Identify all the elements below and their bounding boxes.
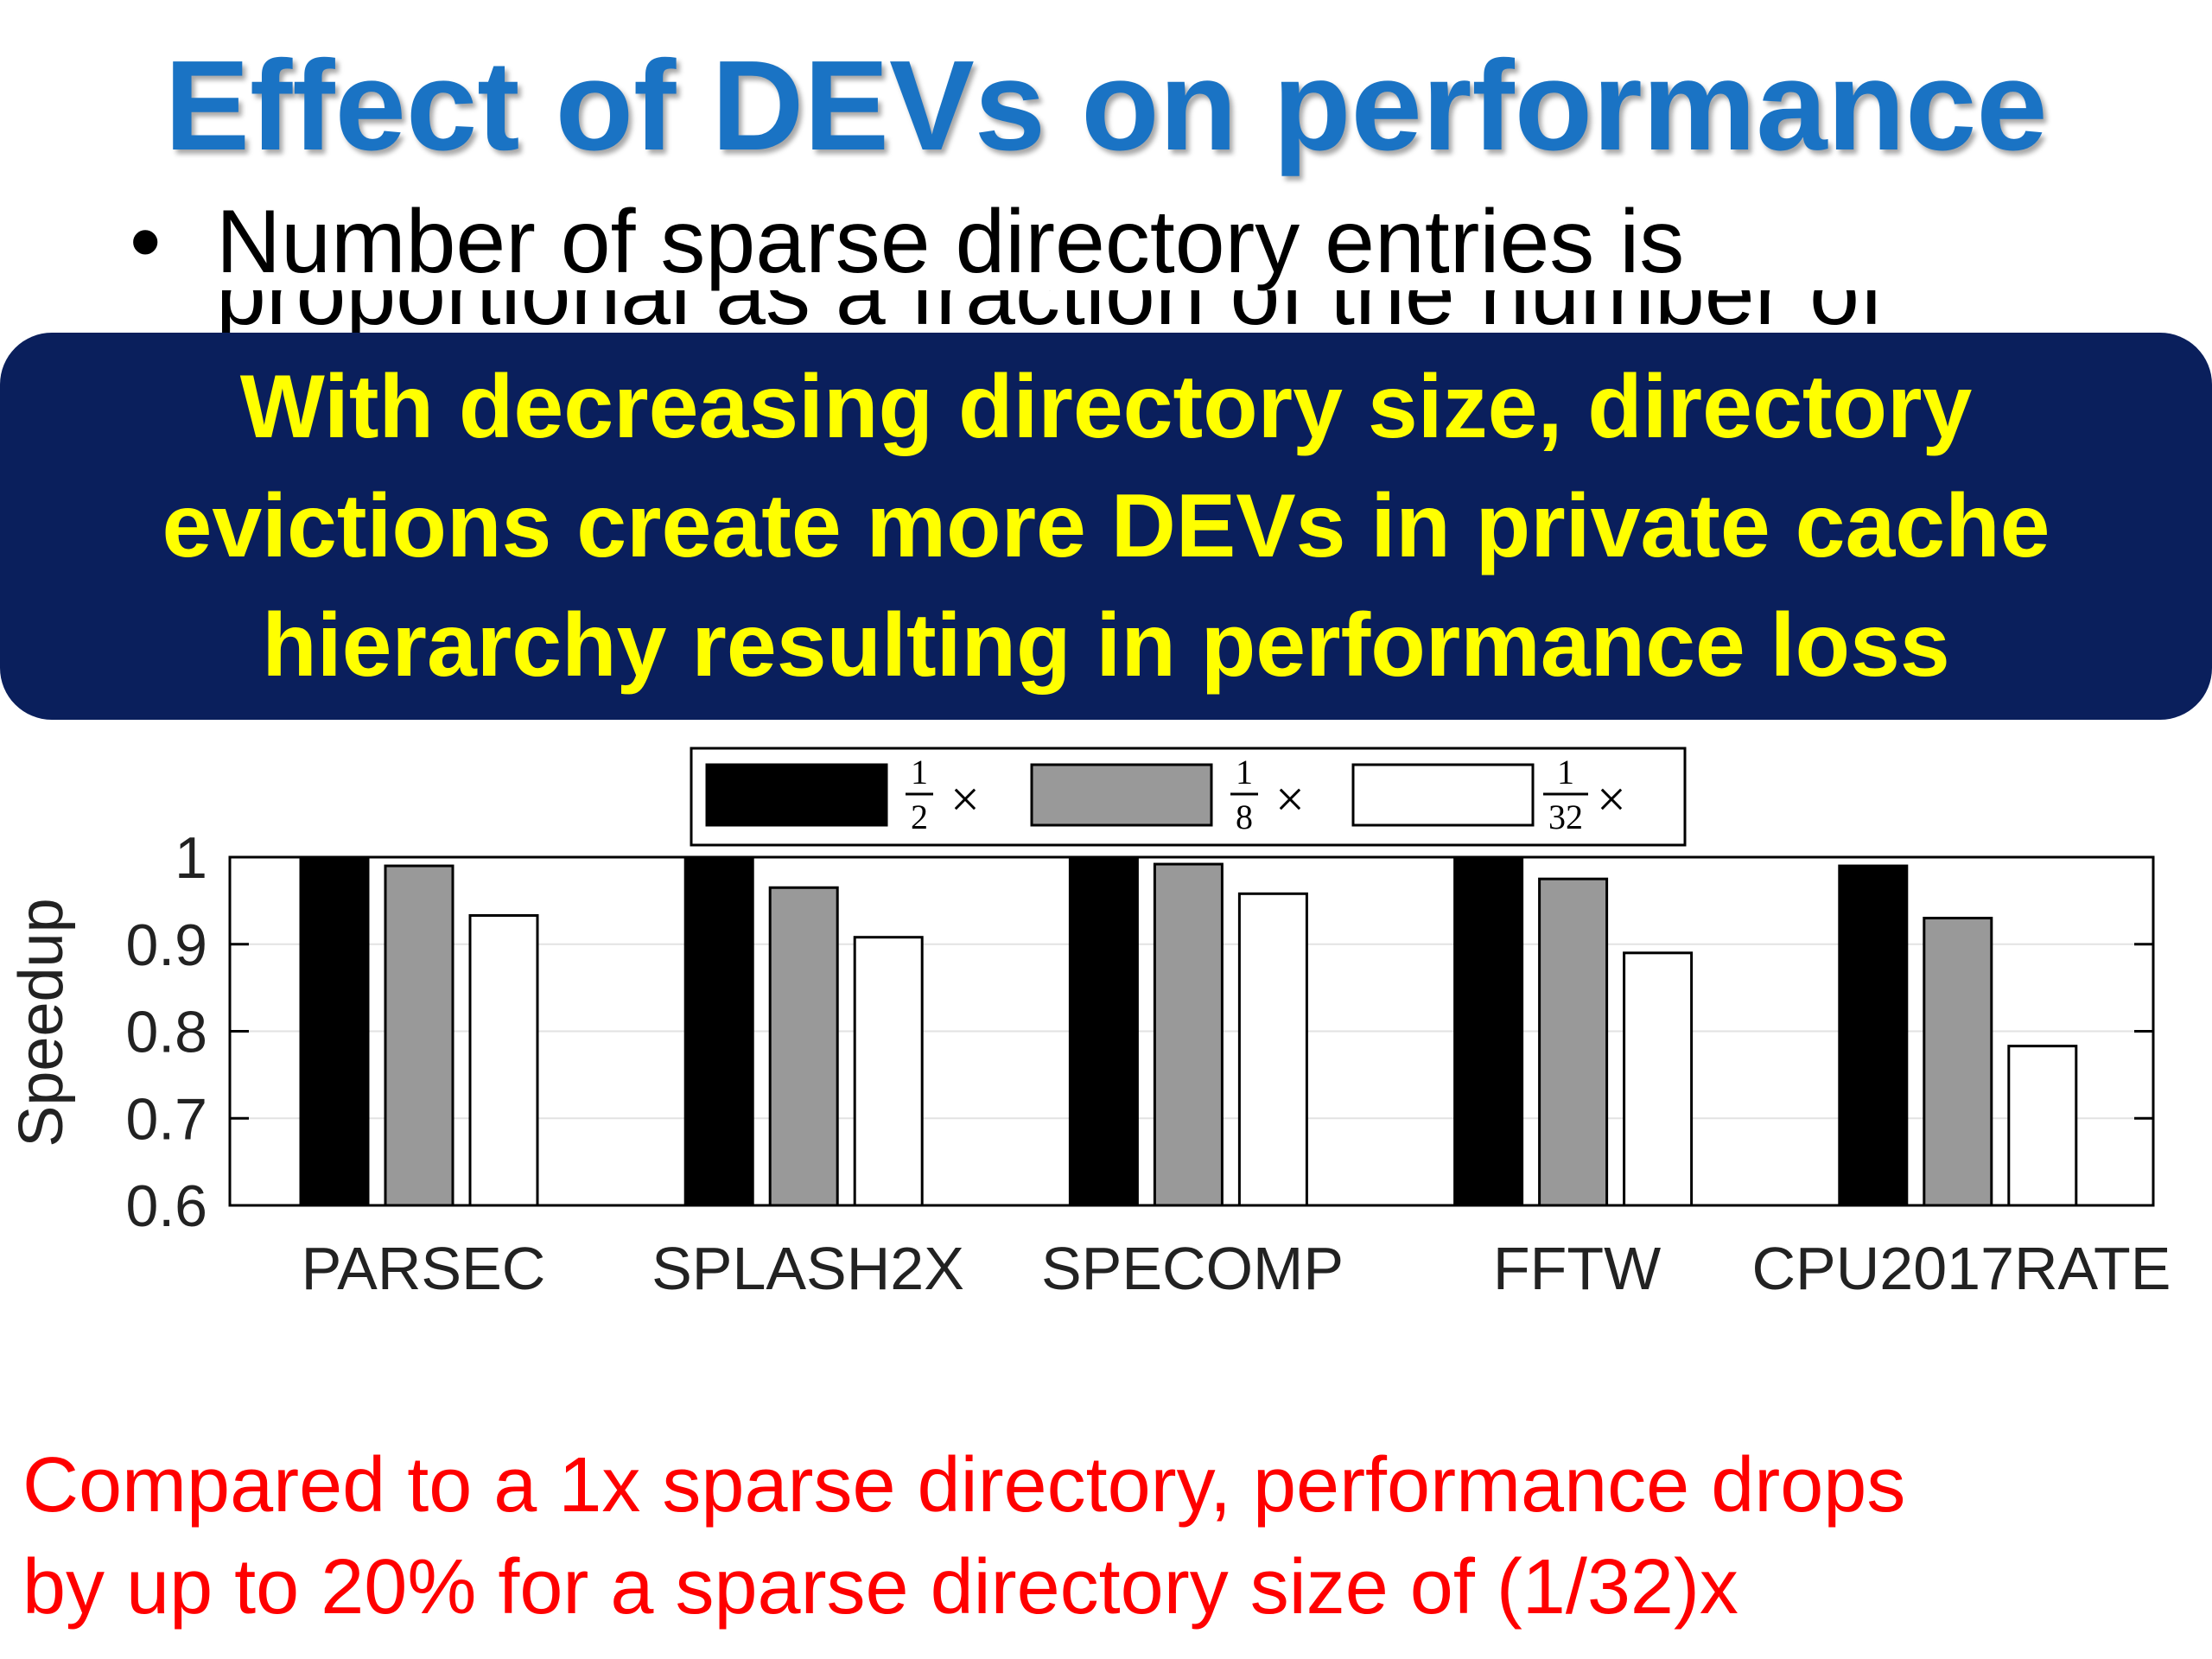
x-tick-label: SPLASH2X xyxy=(652,1235,964,1302)
bar xyxy=(1237,892,1308,1207)
legend: 1 2 × 1 8 × 1 32 × xyxy=(690,747,1687,847)
y-tick-label: 1 xyxy=(175,825,207,891)
callout-line: evictions create more DEVs in private ca… xyxy=(162,476,2050,576)
footnote: Compared to a 1x sparse directory, perfo… xyxy=(22,1434,2183,1638)
bar xyxy=(683,855,754,1207)
legend-swatch xyxy=(705,763,888,827)
y-tick-label: 0.6 xyxy=(125,1173,207,1239)
bullet-text: Number of sparse directory entries is xyxy=(216,192,1685,292)
legend-denominator: 2 xyxy=(911,798,928,836)
y-tick-label: 0.8 xyxy=(125,1000,207,1065)
legend-times-sign: × xyxy=(950,771,980,828)
bar xyxy=(468,914,539,1207)
legend-denominator: 32 xyxy=(1548,798,1583,836)
y-tick-label: 0.7 xyxy=(125,1086,207,1152)
x-tick-label: SPECOMP xyxy=(1041,1235,1344,1302)
legend-denominator: 8 xyxy=(1236,798,1253,836)
x-tick-label: FFTW xyxy=(1493,1235,1661,1302)
speedup-bar-chart: 0.6 0.7 0.8 0.9 1 Speedup PARSEC SPLASH2X SPECOM… xyxy=(7,747,2171,1302)
legend-numerator: 1 xyxy=(1557,753,1574,791)
legend-swatch xyxy=(1351,763,1535,827)
x-tick-label: CPU2017RATE xyxy=(1751,1235,2171,1302)
bar xyxy=(1153,862,1224,1207)
footnote-line: by up to 20% for a sparse directory size… xyxy=(22,1544,1738,1630)
callout-line: hierarchy resulting in performance loss xyxy=(262,595,1950,696)
bar xyxy=(768,886,839,1207)
legend-swatch xyxy=(1030,763,1213,827)
bar xyxy=(2007,1045,2078,1207)
y-axis-label: Speedup xyxy=(7,898,76,1147)
callout-box: With decreasing directory size, director… xyxy=(0,333,2212,720)
bullet-symbol: • xyxy=(130,192,162,292)
bar xyxy=(1538,877,1609,1207)
bar xyxy=(299,855,370,1207)
bar xyxy=(1453,855,1524,1207)
bar xyxy=(1623,951,1694,1207)
bar xyxy=(384,864,454,1207)
legend-numerator: 1 xyxy=(911,753,928,791)
slide-title: Effect of DEVs on performance xyxy=(164,35,2048,177)
bar xyxy=(853,936,924,1207)
bullet-point: • Number of sparse directory entries is xyxy=(130,188,2117,296)
legend-numerator: 1 xyxy=(1236,753,1253,791)
x-tick-label: PARSEC xyxy=(302,1235,546,1302)
y-tick-label: 0.9 xyxy=(125,912,207,978)
footnote-line: Compared to a 1x sparse directory, perfo… xyxy=(22,1442,1906,1529)
bar xyxy=(1838,864,1909,1207)
legend-times-sign: × xyxy=(1275,771,1305,828)
bar xyxy=(1923,917,1993,1207)
callout-line: With decreasing directory size, director… xyxy=(239,357,1973,457)
bar xyxy=(1068,855,1139,1207)
legend-times-sign: × xyxy=(1597,771,1626,828)
